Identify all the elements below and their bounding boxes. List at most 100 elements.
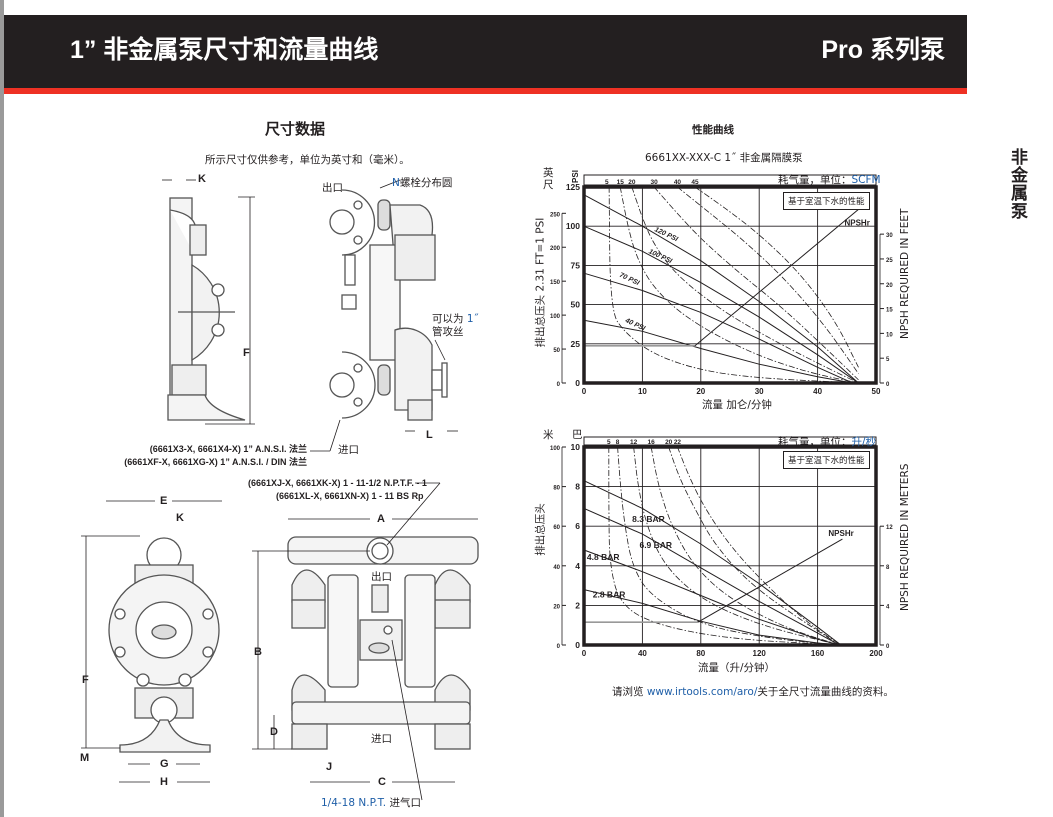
footnote-link[interactable]: www.irtools.com/aro/ — [646, 686, 758, 698]
y2-tick-label: 30 — [886, 233, 893, 239]
x-tick-label: 30 — [755, 387, 764, 396]
y-tick-label: 10 — [571, 442, 581, 452]
outer-tick-label: 0 — [557, 644, 561, 650]
dim-label-h: H — [160, 776, 168, 788]
x-tick-label: 50 — [872, 387, 881, 396]
tap-line2: 管攻丝 — [432, 326, 464, 338]
air-tick-label: 16 — [648, 439, 656, 446]
outer-unit-label: 米 — [543, 429, 554, 441]
outer-tick-label: 20 — [553, 604, 560, 610]
pressure-curve — [583, 549, 840, 646]
air-consumption-label: 耗气量，单位：升/秒 — [778, 434, 876, 449]
air-inlet-label: 1/4-18 N.P.T. 进气口 — [321, 795, 421, 810]
y2-tick-label: 5 — [886, 357, 890, 363]
outer-tick-label: 100 — [550, 314, 561, 320]
air-curve-20 — [631, 186, 859, 384]
dim-label-d: D — [270, 726, 278, 738]
pump-main-view — [287, 536, 479, 750]
outer-tick-label: 250 — [550, 212, 561, 218]
y2-tick-label: 0 — [886, 382, 890, 388]
y2-axis-label: NPSH REQUIRED IN FEET — [899, 208, 911, 339]
pressure-curve-label: 8.3 BAR — [632, 514, 665, 524]
air-tick-label: 20 — [665, 439, 673, 446]
x-tick-label: 40 — [813, 387, 822, 396]
side-section-label: 非金属泵 — [1007, 148, 1027, 220]
air-curve-16 — [650, 446, 840, 646]
outlet-label: 出口 — [371, 571, 392, 583]
dimensions-note: 所示尺寸仅供参考，单位为英寸和（毫米）。 — [205, 154, 410, 166]
x-axis-label: 流量（升/分钟） — [698, 662, 776, 674]
footnote-pre: 请浏览 — [612, 686, 644, 698]
pressure-curve — [583, 507, 840, 646]
tap-size: 1˝ — [466, 313, 479, 325]
x-tick-label: 0 — [582, 387, 587, 396]
x-tick-label: 200 — [869, 649, 883, 658]
thread-caption-1: (6661XJ-X, 6661XK-X) 1 - 11-1/2 N.P.T.F.… — [248, 478, 427, 488]
air-tick-label: 20 — [628, 179, 636, 186]
pressure-curve — [583, 194, 859, 384]
page-edge — [0, 0, 4, 817]
outer-tick-label: 50 — [553, 348, 560, 354]
y2-axis-label: NPSH REQUIRED IN METERS — [899, 463, 911, 611]
air-curve-8 — [617, 446, 840, 646]
y2-tick-label: 12 — [886, 525, 893, 531]
npsh-label: NPSHr — [844, 218, 869, 227]
pressure-curve — [583, 319, 853, 384]
y-tick-label: 25 — [571, 339, 581, 349]
air-tick-label: 40 — [674, 179, 682, 186]
note-box: 基于室温下水的性能 — [783, 192, 870, 210]
plot-frame — [582, 445, 878, 647]
air-tick-label: 12 — [630, 439, 638, 446]
outer-tick-label: 80 — [553, 486, 560, 492]
header-accent-bar — [4, 88, 967, 94]
outer-tick-label: 0 — [557, 382, 561, 388]
air-consumption-label: 耗气量，单位：SCFM — [778, 172, 881, 187]
outer-tick-label: 100 — [550, 446, 561, 452]
air-label-text: 耗气量，单位： — [778, 436, 852, 448]
outer-tick-label: 200 — [550, 246, 561, 252]
air-tick-label: 22 — [674, 439, 682, 446]
y-tick-label: 125 — [566, 182, 580, 192]
bolt-circle-text: 螺栓分布圆 — [399, 177, 453, 189]
y-tick-label: 75 — [571, 260, 581, 270]
pressure-curve-label: 4.8 BAR — [587, 552, 620, 562]
dim-label-a: A — [377, 513, 385, 525]
inner-unit-label: 巴 — [572, 429, 583, 441]
y-tick-label: 0 — [575, 378, 580, 388]
dim-label-j: J — [326, 761, 333, 773]
bolt-circle-label: N螺栓分布圆 — [392, 175, 452, 190]
air-tick-label: 15 — [617, 179, 625, 186]
x-tick-label: 80 — [696, 649, 705, 658]
x-tick-label: 160 — [811, 649, 825, 658]
air-unit: 升/秒 — [851, 436, 877, 448]
footnote-post: 关于全尺寸流量曲线的资料。 — [757, 686, 894, 698]
y-tick-label: 100 — [566, 221, 580, 231]
air-curve-12 — [633, 446, 840, 646]
outer-unit-label: 英尺 — [543, 167, 554, 191]
dim-label-k-top: K — [198, 173, 206, 185]
air-tick-label: 45 — [691, 179, 699, 186]
footnote: 请浏览 www.irtools.com/aro/关于全尺寸流量曲线的资料。 — [612, 684, 894, 699]
x-tick-label: 20 — [696, 387, 705, 396]
thread-caption-2: (6661XL-X, 6661XN-X) 1 - 11 BS Rp — [276, 491, 424, 501]
inlet-label: 进口 — [371, 733, 392, 745]
y-tick-label: 8 — [575, 482, 580, 492]
pump-side-view — [167, 197, 246, 421]
dim-label-f-top: F — [243, 347, 250, 359]
dim-label-c: C — [378, 776, 386, 788]
dimensions-heading: 尺寸数据 — [265, 120, 326, 138]
y2-tick-label: 4 — [886, 604, 890, 610]
tap-line1: 可以为 1˝ — [432, 311, 479, 326]
air-tick-label: 30 — [650, 179, 658, 186]
x-tick-label: 0 — [582, 649, 587, 658]
npsh-label: NPSHr — [828, 529, 853, 538]
y2-tick-label: 10 — [886, 332, 893, 338]
pump-flange-view — [329, 189, 448, 421]
y-tick-label: 0 — [575, 640, 580, 650]
dim-label-e: E — [160, 495, 168, 507]
note-box: 基于室温下水的性能 — [783, 451, 870, 469]
dim-label-k: K — [176, 512, 184, 524]
dim-label-b: B — [254, 646, 262, 658]
air-scale-strip — [583, 436, 877, 446]
